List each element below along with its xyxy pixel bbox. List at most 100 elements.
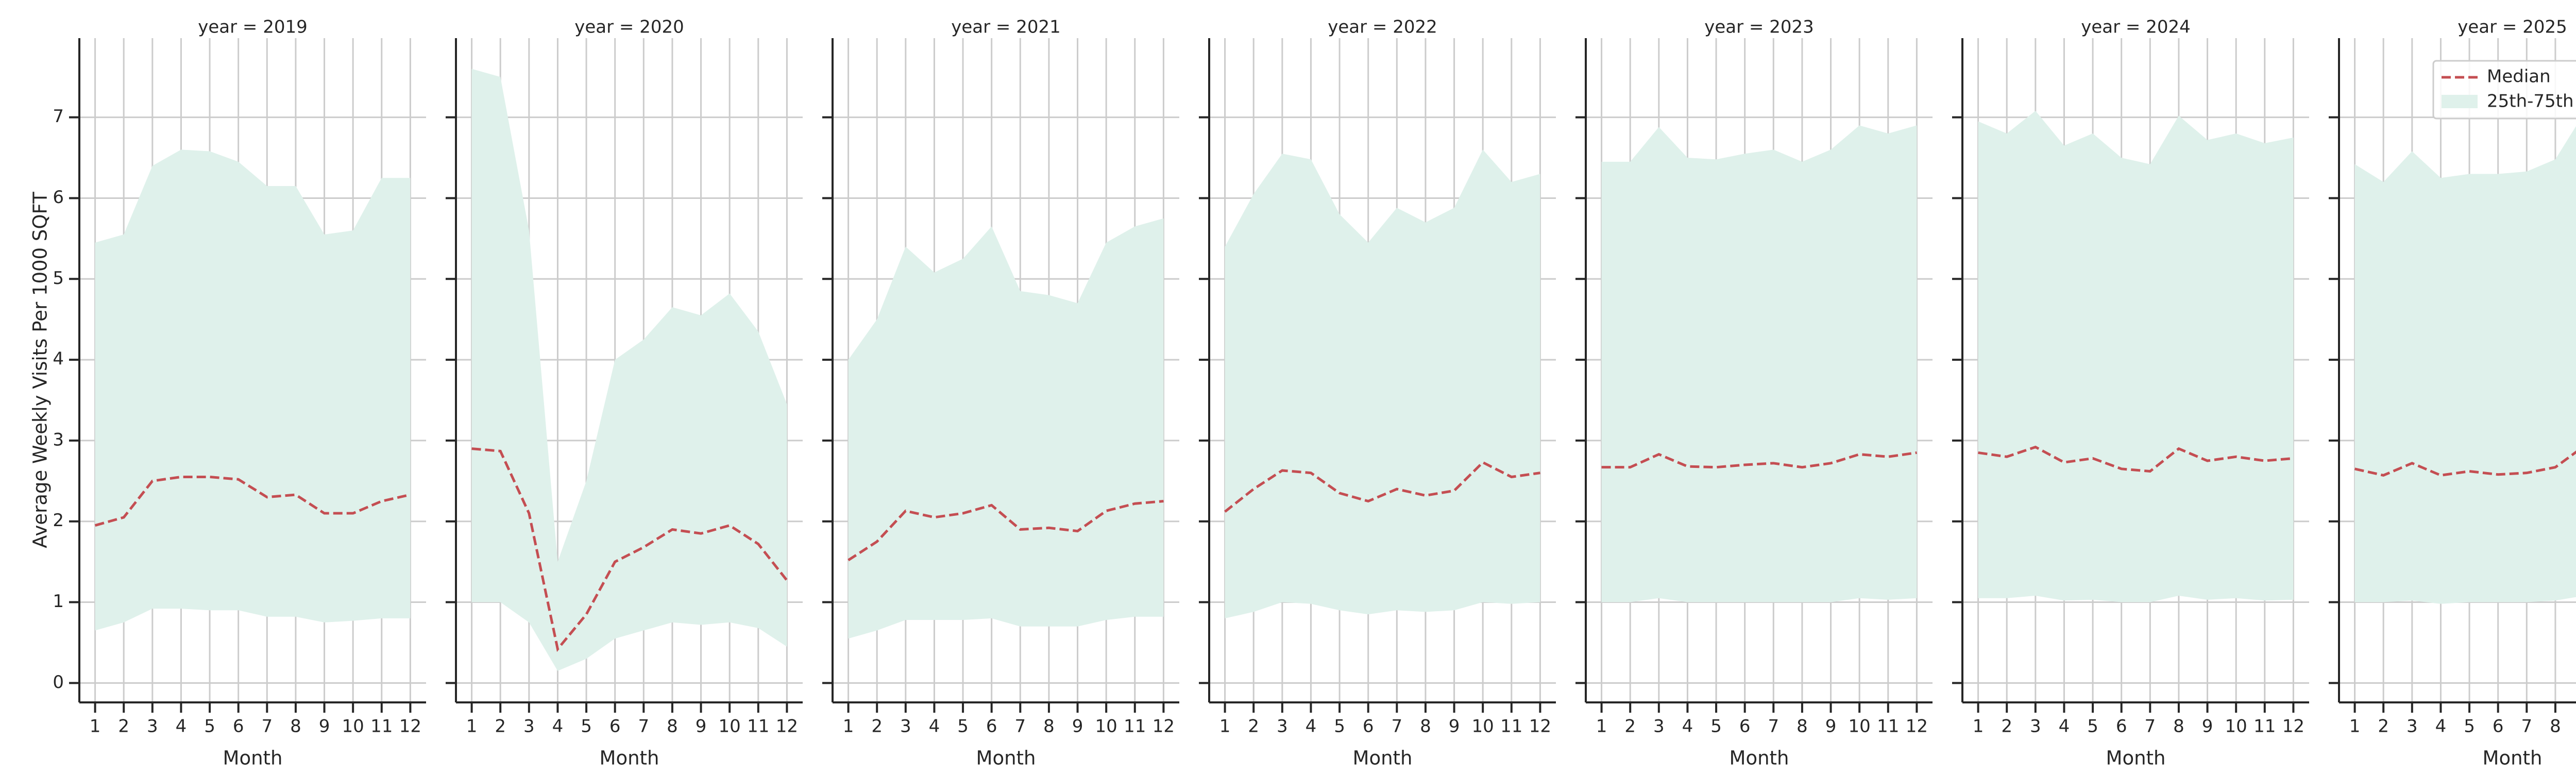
x-axis-label: Month [600,747,659,769]
median-line [848,500,1164,562]
x-tick-label: 6 [1739,716,1751,737]
x-tick-label: 6 [609,716,621,737]
y-tick-label: 5 [53,268,64,289]
x-tick-label: 9 [319,716,330,737]
x-tick-label: 8 [1043,716,1055,737]
x-tick-label: 10 [1095,716,1117,737]
x-tick-label: 11 [747,716,769,737]
x-tick-label: 11 [1877,716,1899,737]
x-tick-label: 6 [986,716,997,737]
x-tick-label: 4 [929,716,940,737]
x-tick-label: 5 [1710,716,1722,737]
x-tick-label: 3 [900,716,911,737]
x-tick-label: 2 [871,716,883,737]
y-axis-label: Average Weekly Visits Per 1000 SQFT [29,192,52,548]
y-tick-label: 7 [53,106,64,127]
x-tick-label: 4 [2435,716,2447,737]
panel-title: year = 2024 [2081,17,2190,38]
panel-title: year = 2019 [198,17,307,38]
x-tick-label: 5 [1334,716,1345,737]
x-tick-label: 5 [581,716,592,737]
x-tick-label: 5 [2087,716,2098,737]
x-tick-label: 3 [147,716,158,737]
median-line [1601,451,1917,469]
x-axis-label: Month [1353,747,1413,769]
x-tick-label: 7 [2144,716,2156,737]
percentile-band [848,218,1164,639]
x-tick-label: 4 [1306,716,1317,737]
x-tick-label: 3 [1277,716,1288,737]
x-tick-label: 2 [2378,716,2389,737]
x-tick-label: 8 [2550,716,2561,737]
percentile-band [1978,111,2294,602]
x-tick-label: 9 [1072,716,1083,737]
x-tick-label: 8 [2173,716,2184,737]
x-tick-label: 11 [1124,716,1146,737]
x-tick-label: 10 [342,716,364,737]
y-tick-label: 1 [53,591,64,612]
x-tick-label: 1 [1219,716,1231,737]
median-line [1978,445,2294,473]
x-tick-label: 4 [2059,716,2070,737]
x-tick-label: 12 [2282,716,2304,737]
panel-title: year = 2022 [1328,17,1437,38]
x-tick-label: 6 [2493,716,2504,737]
x-tick-label: 5 [2464,716,2475,737]
x-tick-label: 8 [1420,716,1431,737]
x-tick-label: 2 [118,716,129,737]
x-tick-label: 6 [233,716,244,737]
panel-title: year = 2025 [2458,17,2567,38]
median-line [1224,461,1540,513]
y-tick-label: 0 [53,672,64,693]
panel-title: year = 2020 [574,17,684,38]
x-tick-label: 5 [957,716,969,737]
percentile-band [2354,126,2576,604]
percentile-band [471,69,787,671]
panel-title: year = 2021 [951,17,1060,38]
x-tick-label: 2 [2001,716,2012,737]
x-tick-label: 7 [261,716,273,737]
y-tick-label: 6 [53,187,64,208]
median-line [94,475,411,527]
x-tick-label: 11 [370,716,393,737]
x-tick-label: 3 [1653,716,1665,737]
x-tick-label: 10 [1472,716,1494,737]
x-tick-label: 9 [1449,716,1460,737]
x-axis-label: Month [976,747,1036,769]
x-tick-label: 7 [1768,716,1779,737]
x-tick-label: 6 [2116,716,2127,737]
legend-label: 25th-75th Percentile [2487,91,2576,112]
x-tick-label: 7 [638,716,649,737]
legend-label: Median [2487,66,2551,87]
y-tick-label: 3 [53,429,64,450]
x-tick-label: 1 [1973,716,1984,737]
y-tick-label: 4 [53,349,64,369]
x-tick-label: 10 [719,716,741,737]
x-tick-label: 12 [1906,716,1928,737]
x-tick-label: 12 [1153,716,1175,737]
x-tick-label: 11 [1500,716,1522,737]
x-tick-label: 4 [552,716,564,737]
x-tick-label: 9 [1825,716,1837,737]
x-tick-label: 12 [776,716,798,737]
x-axis-label: Month [1730,747,1789,769]
x-tick-label: 2 [1248,716,1259,737]
x-tick-label: 7 [2521,716,2532,737]
median-line [471,447,788,652]
percentile-band [95,149,411,631]
x-tick-label: 2 [1624,716,1636,737]
x-tick-label: 9 [2202,716,2213,737]
median-line [2354,450,2576,477]
percentile-band [1601,125,1917,602]
legend-swatch [2442,95,2478,108]
x-axis-label: Month [2106,747,2166,769]
x-tick-label: 2 [495,716,506,737]
x-axis-label: Month [2483,747,2543,769]
percentile-band [1225,149,1540,618]
x-tick-label: 6 [1363,716,1374,737]
y-tick-label: 2 [53,510,64,531]
x-tick-label: 3 [2030,716,2041,737]
x-tick-label: 9 [696,716,707,737]
x-tick-label: 12 [399,716,421,737]
